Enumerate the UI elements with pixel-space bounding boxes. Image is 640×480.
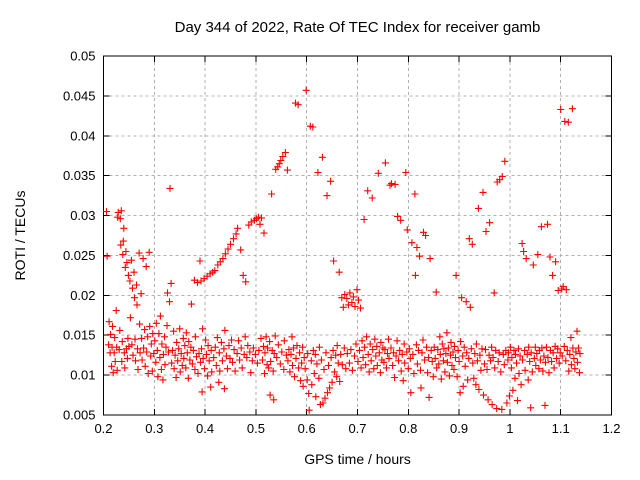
scatter-marker-path [103,86,584,414]
y-tick-label: 0.03 [70,208,95,223]
x-tick-label: 0.5 [247,421,265,436]
y-tick-label: 0.045 [63,88,96,103]
chart-title: Day 344 of 2022, Rate Of TEC Index for r… [175,19,541,36]
y-tick-label: 0.035 [63,168,96,183]
x-tick-label: 0.7 [348,421,366,436]
y-tick-label: 0.01 [70,368,95,383]
x-tick-label: 0.2 [94,421,112,436]
x-tick-label: 1 [506,421,513,436]
plot-border [103,55,612,416]
x-tick-label: 1.1 [552,421,570,436]
y-tick-label: 0.04 [70,128,95,143]
y-axis-label: ROTI / TECUs [12,191,28,281]
x-axis-label: GPS time / hours [304,451,411,467]
x-tick-label: 0.6 [298,421,316,436]
y-tick-label: 0.025 [63,248,96,263]
y-tick-label: 0.005 [63,408,96,423]
x-tick-label: 0.9 [450,421,468,436]
scatter-points [103,86,584,414]
y-tick-label: 0.015 [63,328,96,343]
y-tick-label: 0.02 [70,288,95,303]
x-tick-label: 0.3 [145,421,163,436]
x-tick-label: 0.4 [196,421,214,436]
x-tick-label: 1.2 [602,421,620,436]
y-tick-label: 0.05 [70,49,95,64]
x-tick-label: 0.8 [399,421,417,436]
axis-tick-labels: 0.2 0.3 0.4 0.5 0.6 0.7 0.8 0.9 1 1.1 1.2 0.005 0.01… [63,49,621,437]
